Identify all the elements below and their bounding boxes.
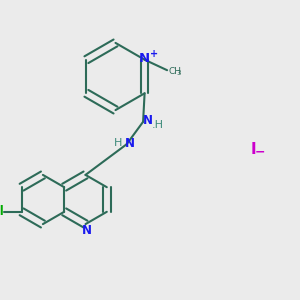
Text: CH: CH [169,67,182,76]
Text: H: H [114,138,122,148]
Text: 3: 3 [176,70,181,76]
Text: N: N [81,224,92,237]
Text: N: N [142,114,153,128]
Text: N: N [124,137,135,150]
Text: I: I [251,142,256,158]
Text: .H: .H [152,120,164,130]
Text: Cl: Cl [0,205,4,218]
Text: −: − [255,146,266,159]
Text: N: N [139,52,150,65]
Text: +: + [150,49,159,59]
